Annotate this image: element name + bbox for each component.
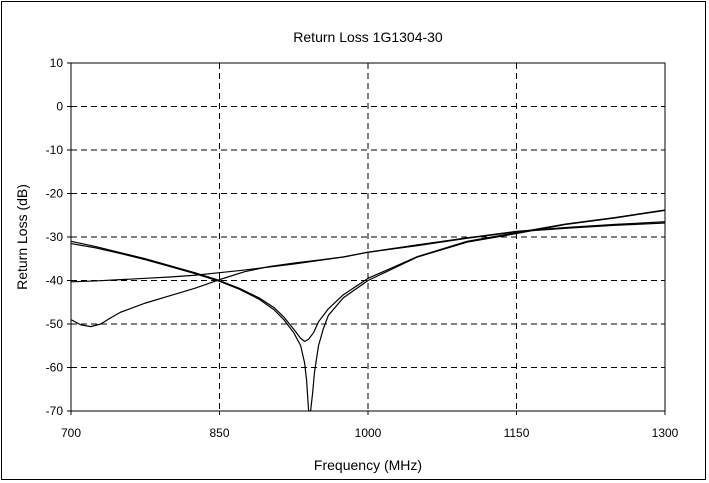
x-axis-label: Frequency (MHz) [314,457,422,473]
x-tick-label: 1000 [355,426,382,440]
grid [71,63,665,411]
x-axis-ticks: 700 850 1000 1150 1300 [61,411,679,440]
x-tick-label: 1300 [652,426,679,440]
series-line-1 [70,209,666,342]
y-tick-label: 0 [56,100,63,114]
series-line-2 [70,209,666,412]
series-group [70,209,666,412]
y-tick-label: -20 [46,187,64,201]
x-tick-label: 1150 [504,426,530,440]
x-tick-label: 700 [61,426,81,440]
y-tick-label: -30 [46,230,64,244]
x-tick-label: 850 [209,426,229,440]
y-tick-label: -60 [46,361,64,375]
series-line-4 [70,221,666,283]
y-axis-ticks: 10 0 -10 -20 -30 -40 -50 -60 -70 [46,56,71,418]
y-tick-label: 10 [50,56,64,70]
y-tick-label: -70 [46,404,64,418]
chart-title: Return Loss 1G1304-30 [293,29,443,45]
y-tick-label: -50 [46,317,64,331]
y-tick-label: -40 [46,274,64,288]
y-tick-label: -10 [46,143,64,157]
y-axis-label: Return Loss (dB) [14,184,30,290]
